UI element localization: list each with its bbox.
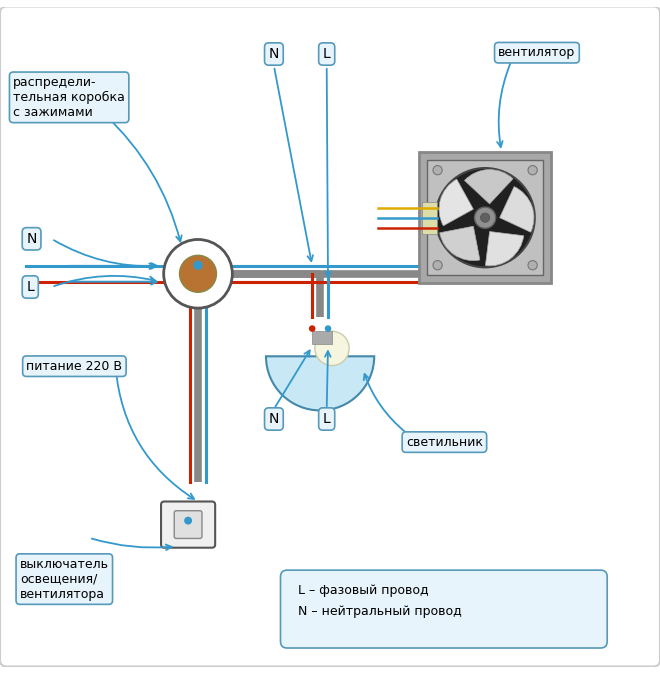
- Text: вентилятор: вентилятор: [498, 46, 576, 59]
- Circle shape: [184, 517, 192, 524]
- Circle shape: [528, 260, 537, 270]
- Text: N: N: [26, 232, 37, 246]
- Circle shape: [325, 325, 331, 332]
- Circle shape: [309, 325, 315, 332]
- Circle shape: [194, 261, 202, 269]
- Text: L: L: [323, 412, 331, 426]
- Wedge shape: [500, 186, 534, 232]
- FancyBboxPatch shape: [161, 501, 215, 548]
- Text: питание 220 В: питание 220 В: [26, 359, 122, 373]
- Wedge shape: [266, 356, 374, 411]
- Text: распредели-
тельная коробка
с зажимами: распредели- тельная коробка с зажимами: [13, 76, 125, 119]
- Circle shape: [433, 166, 442, 175]
- Text: выключатель
освещения/
вентилятора: выключатель освещения/ вентилятора: [20, 558, 109, 600]
- Circle shape: [475, 207, 496, 228]
- Circle shape: [180, 255, 216, 292]
- Text: N: N: [269, 412, 279, 426]
- Text: светильник: светильник: [406, 435, 483, 449]
- Text: L – фазовый провод
N – нейтральный провод: L – фазовый провод N – нейтральный прово…: [298, 584, 462, 618]
- Text: L: L: [26, 280, 34, 294]
- FancyBboxPatch shape: [422, 202, 437, 234]
- Circle shape: [164, 240, 232, 308]
- FancyBboxPatch shape: [280, 570, 607, 648]
- Circle shape: [528, 166, 537, 175]
- Wedge shape: [485, 232, 523, 266]
- Wedge shape: [439, 179, 473, 226]
- FancyBboxPatch shape: [174, 511, 202, 538]
- Text: L: L: [323, 47, 331, 61]
- FancyBboxPatch shape: [312, 331, 332, 345]
- Wedge shape: [465, 170, 513, 204]
- Circle shape: [480, 213, 490, 222]
- Circle shape: [436, 168, 535, 267]
- FancyBboxPatch shape: [0, 7, 660, 666]
- FancyBboxPatch shape: [428, 160, 543, 275]
- FancyBboxPatch shape: [420, 152, 550, 283]
- Circle shape: [433, 260, 442, 270]
- Circle shape: [315, 331, 349, 365]
- Wedge shape: [440, 226, 480, 260]
- Text: N: N: [269, 47, 279, 61]
